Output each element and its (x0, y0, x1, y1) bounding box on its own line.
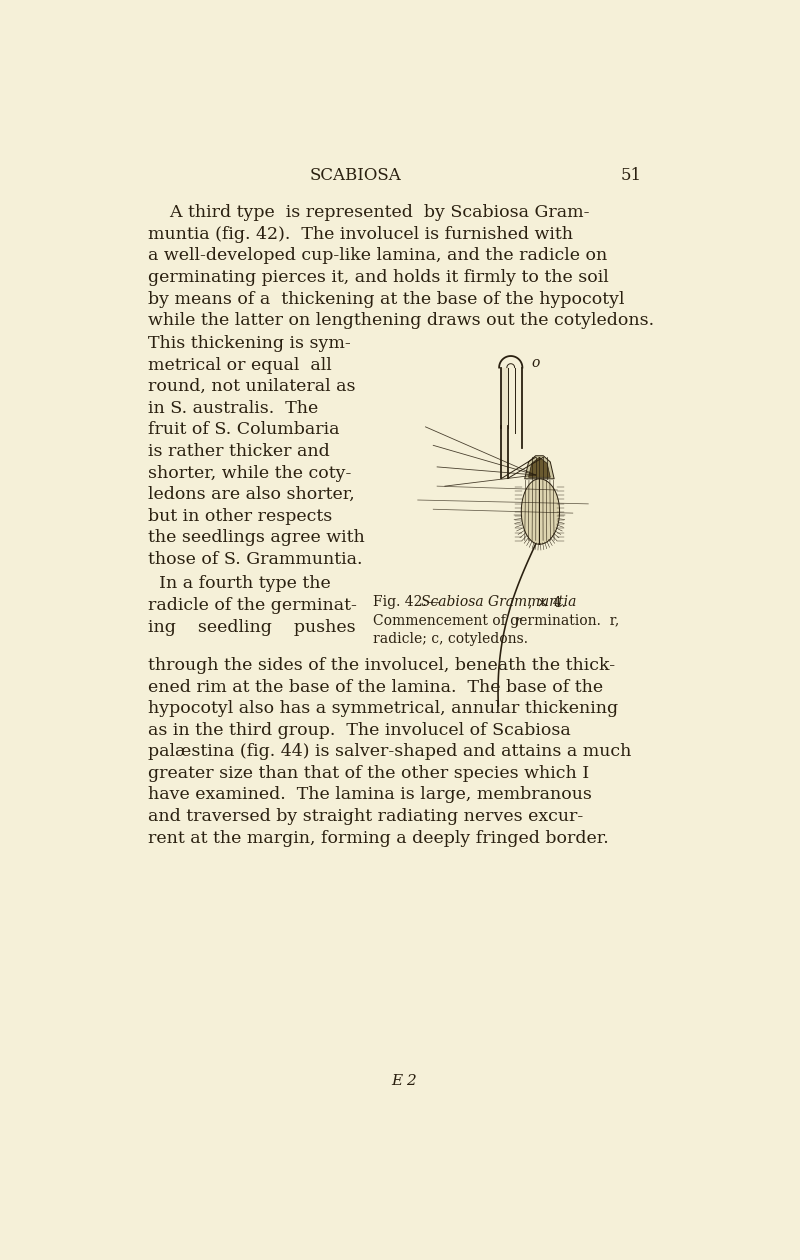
Text: In a fourth type the: In a fourth type the (148, 576, 331, 592)
Text: rent at the margin, forming a deeply fringed border.: rent at the margin, forming a deeply fri… (148, 829, 609, 847)
Text: round, not unilateral as: round, not unilateral as (148, 378, 355, 396)
Polygon shape (529, 457, 550, 478)
Text: fruit of S. Columbaria: fruit of S. Columbaria (148, 421, 339, 438)
Text: through the sides of the involucel, beneath the thick-: through the sides of the involucel, bene… (148, 656, 615, 674)
Text: radicle; c, cotyledons.: radicle; c, cotyledons. (373, 633, 528, 646)
Text: r: r (514, 615, 521, 630)
Text: ing    seedling    pushes: ing seedling pushes (148, 619, 356, 635)
Text: Fig. 42.—: Fig. 42.— (373, 596, 440, 610)
Text: those of S. Grammuntia.: those of S. Grammuntia. (148, 551, 362, 568)
Text: by means of a  thickening at the base of the hypocotyl: by means of a thickening at the base of … (148, 291, 625, 307)
Text: hypocotyl also has a symmetrical, annular thickening: hypocotyl also has a symmetrical, annula… (148, 701, 618, 717)
Text: germinating pierces it, and holds it firmly to the soil: germinating pierces it, and holds it fir… (148, 268, 609, 286)
Text: o: o (532, 357, 540, 370)
Text: muntia (fig. 42).  The involucel is furnished with: muntia (fig. 42). The involucel is furni… (148, 226, 573, 243)
Text: This thickening is sym-: This thickening is sym- (148, 335, 350, 353)
Text: as in the third group.  The involucel of Scabiosa: as in the third group. The involucel of … (148, 722, 570, 738)
Text: is rather thicker and: is rather thicker and (148, 444, 330, 460)
Text: Commencement of germination.  r,: Commencement of germination. r, (373, 614, 619, 627)
Text: the seedlings agree with: the seedlings agree with (148, 529, 365, 547)
Text: radicle of the germinat-: radicle of the germinat- (148, 597, 357, 614)
Text: while the latter on lengthening draws out the cotyledons.: while the latter on lengthening draws ou… (148, 312, 654, 329)
Polygon shape (525, 456, 554, 479)
Polygon shape (522, 479, 559, 544)
Text: a well-developed cup-like lamina, and the radicle on: a well-developed cup-like lamina, and th… (148, 247, 607, 265)
Text: greater size than that of the other species which I: greater size than that of the other spec… (148, 765, 590, 782)
Text: 51: 51 (620, 168, 642, 184)
Text: and traversed by straight radiating nerves excur-: and traversed by straight radiating nerv… (148, 808, 583, 825)
Text: metrical or equal  all: metrical or equal all (148, 357, 332, 374)
Text: ened rim at the base of the lamina.  The base of the: ened rim at the base of the lamina. The … (148, 679, 603, 696)
Text: ledons are also shorter,: ledons are also shorter, (148, 486, 355, 503)
Text: have examined.  The lamina is large, membranous: have examined. The lamina is large, memb… (148, 786, 592, 804)
Text: but in other respects: but in other respects (148, 508, 332, 524)
Text: E 2: E 2 (391, 1075, 417, 1089)
Text: in S. australis.  The: in S. australis. The (148, 399, 318, 417)
Text: A third type  is represented  by Scabiosa Gram-: A third type is represented by Scabiosa … (148, 204, 590, 222)
Text: palæstina (fig. 44) is salver-shaped and attains a much: palæstina (fig. 44) is salver-shaped and… (148, 743, 631, 760)
Text: Scabiosa Grammuntia: Scabiosa Grammuntia (421, 596, 576, 610)
Text: , × 4.: , × 4. (528, 596, 566, 610)
Text: shorter, while the coty-: shorter, while the coty- (148, 465, 351, 481)
Text: SCABIOSA: SCABIOSA (310, 168, 402, 184)
